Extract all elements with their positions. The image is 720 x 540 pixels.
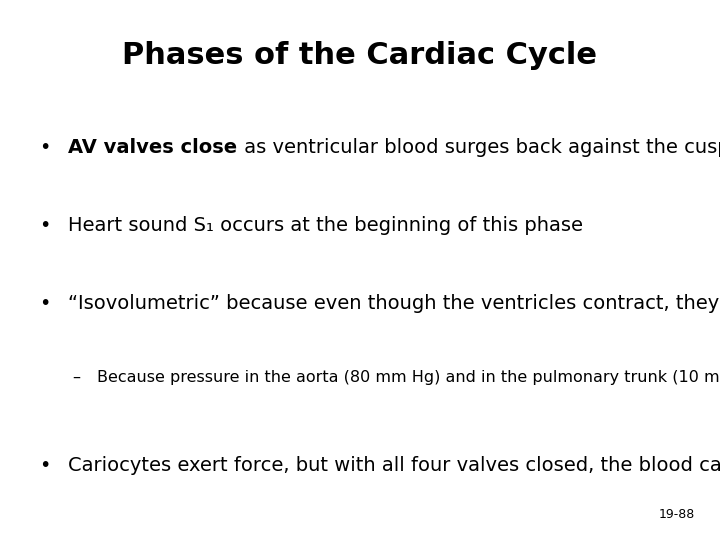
Text: Cariocytes exert force, but with all four valves closed, the blood cannot go any: Cariocytes exert force, but with all fou… [68,456,720,475]
Text: “Isovolumetric” because even though the ventricles contract, they do not eject b: “Isovolumetric” because even though the … [68,294,720,313]
Text: –: – [72,370,80,385]
Text: •: • [40,216,51,235]
Text: AV valves close: AV valves close [68,138,238,157]
Text: Heart sound S₁ occurs at the beginning of this phase: Heart sound S₁ occurs at the beginning o… [68,216,583,235]
Text: •: • [40,456,51,475]
Text: Because pressure in the aorta (80 mm Hg) and in the pulmonary trunk (10 mm Hg) i: Because pressure in the aorta (80 mm Hg)… [97,370,720,385]
Text: 19-88: 19-88 [659,508,695,521]
Text: Phases of the Cardiac Cycle: Phases of the Cardiac Cycle [122,40,598,70]
Text: •: • [40,138,51,157]
Text: •: • [40,294,51,313]
Text: as ventricular blood surges back against the cusps: as ventricular blood surges back against… [238,138,720,157]
